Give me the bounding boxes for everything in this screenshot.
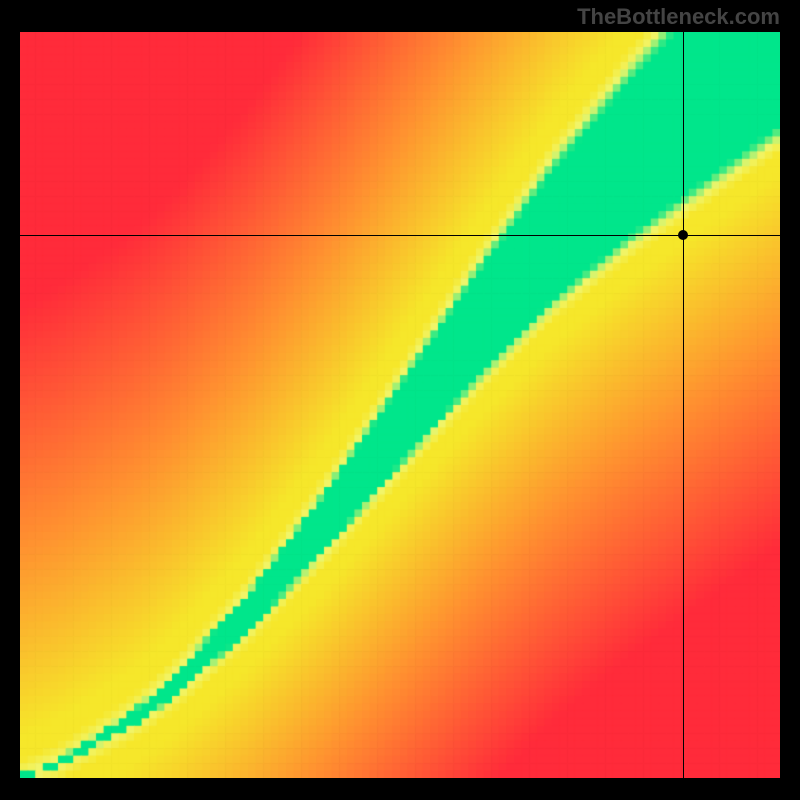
plot-area xyxy=(20,32,780,778)
crosshair-horizontal xyxy=(20,235,780,236)
crosshair-marker xyxy=(678,230,688,240)
crosshair-vertical xyxy=(683,32,684,778)
heatmap-canvas xyxy=(20,32,780,778)
watermark-text: TheBottleneck.com xyxy=(577,4,780,30)
